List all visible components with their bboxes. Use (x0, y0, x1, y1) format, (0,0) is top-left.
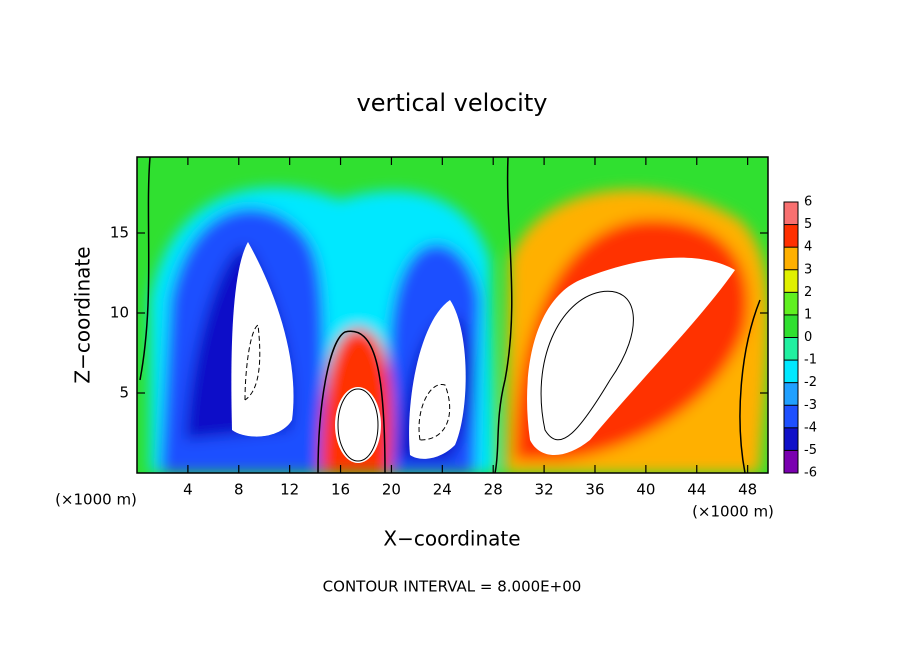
colorbar-label: 6 (804, 195, 812, 210)
field (137, 157, 768, 473)
x-tick-label: 8 (234, 481, 244, 499)
colorbar-label: -1 (804, 353, 817, 368)
colorbar-band (784, 314, 798, 338)
x-tick-label: 40 (636, 481, 655, 499)
contour-lines (139, 157, 761, 473)
colorbar-band (784, 450, 798, 473)
y-axis-label: Z−coordinate (71, 246, 95, 383)
colorbar-band (784, 247, 798, 270)
x-tick-label: 48 (738, 481, 757, 499)
colorbar-band (784, 382, 798, 406)
y-tick-label: 10 (110, 304, 129, 322)
colorbar-band (784, 269, 798, 293)
y-tick-label: 5 (119, 384, 129, 402)
x-tick-label: 28 (484, 481, 503, 499)
colorbar-label: -5 (804, 443, 817, 458)
y-tick-label: 15 (110, 224, 129, 242)
y-unit-label: (×1000 m) (55, 491, 137, 509)
colorbar-band (784, 337, 798, 361)
x-tick-label: 32 (535, 481, 554, 499)
colorbar-label: -4 (804, 420, 817, 435)
x-axis-label: X−coordinate (383, 527, 520, 551)
colorbar-label: -3 (804, 398, 817, 413)
downdraft-max (231, 242, 294, 437)
x-tick-label: 36 (585, 481, 604, 499)
colorbar-band (784, 405, 798, 428)
x-tick-label: 16 (331, 481, 350, 499)
colorbar-label: 2 (804, 285, 812, 300)
colorbar-label: 5 (804, 217, 812, 232)
x-tick-label: 44 (687, 481, 706, 499)
colorbar-band (784, 202, 798, 225)
colorbar-label: 1 (804, 307, 812, 322)
colorbar-label: 4 (804, 240, 812, 255)
colorbar-label: -6 (804, 466, 817, 481)
colorbar-label: 3 (804, 262, 812, 277)
x-unit-label: (×1000 m) (692, 503, 774, 521)
colorbar-band (784, 427, 798, 451)
colorbar-label: 0 (804, 330, 812, 345)
contour-interval-note: CONTOUR INTERVAL = 8.000E+00 (323, 578, 582, 596)
x-tick-label: 24 (433, 481, 452, 499)
plot-frame (136, 156, 769, 474)
x-tick-label: 20 (382, 481, 401, 499)
updraft-max (335, 387, 381, 463)
colorbar-band (784, 292, 798, 315)
colorbar-band (784, 360, 798, 383)
x-tick-label: 12 (280, 481, 299, 499)
colorbar-label: -2 (804, 375, 817, 390)
x-tick-label: 4 (183, 481, 193, 499)
colorbar-band (784, 224, 798, 248)
updraft-max (527, 257, 735, 455)
downdraft-max (409, 300, 466, 459)
chart-title: vertical velocity (357, 89, 548, 117)
